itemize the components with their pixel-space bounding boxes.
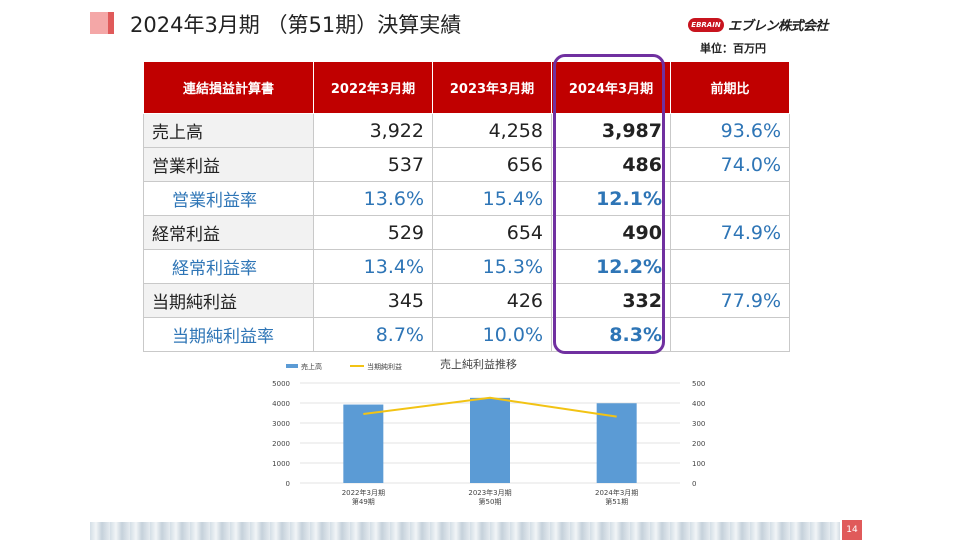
sales-profit-chart: 0 1000 2000 3000 4000 5000 0 100 200 300 400 500 売上純… [272, 357, 705, 506]
y-left-tick-label: 1000 [272, 460, 290, 468]
table-row: 当期純利益 345 426 332 77.9% [143, 283, 790, 318]
table-header-row: 連結損益計算書 2022年3月期 2023年3月期 2024年3月期 前期比 [143, 61, 790, 114]
col-header: 前期比 [670, 61, 790, 114]
y-left-tick-label: 2000 [272, 440, 290, 448]
logo-badge: EBRAIN [688, 17, 724, 32]
company-logo: EBRAIN エブレン株式会社 [688, 15, 829, 34]
y-right-tick-label: 500 [692, 380, 705, 388]
row-label: 経常利益 [143, 215, 314, 250]
y-right-tick-label: 300 [692, 420, 705, 428]
cell-yoy [670, 181, 790, 216]
cell-2023: 656 [432, 147, 552, 182]
cell-2022: 13.6% [313, 181, 433, 216]
col-header: 2022年3月期 [313, 61, 433, 114]
cell-2024: 332 [551, 283, 671, 318]
cell-yoy [670, 317, 790, 352]
col-header: 2024年3月期 [551, 61, 671, 114]
cell-2023: 654 [432, 215, 552, 250]
y-left-tick-label: 4000 [272, 400, 290, 408]
cell-2022: 13.4% [313, 249, 433, 284]
table-row: 経常利益率 13.4% 15.3% 12.2% [143, 249, 790, 284]
y-left-tick-label: 5000 [272, 380, 290, 388]
row-label: 経常利益率 [143, 249, 314, 284]
cell-yoy: 77.9% [670, 283, 790, 318]
legend-label: 当期純利益 [367, 362, 402, 371]
cell-2022: 345 [313, 283, 433, 318]
income-statement-table: 連結損益計算書 2022年3月期 2023年3月期 2024年3月期 前期比 売… [143, 61, 790, 352]
chart-title: 売上純利益推移 [440, 357, 517, 371]
cell-2024: 490 [551, 215, 671, 250]
row-label: 営業利益率 [143, 181, 314, 216]
row-label: 営業利益 [143, 147, 314, 182]
row-label: 当期純利益 [143, 283, 314, 318]
cell-2024: 3,987 [551, 113, 671, 148]
cell-yoy [670, 249, 790, 284]
x-tick-sublabel: 第51期 [605, 497, 628, 506]
row-label: 当期純利益率 [143, 317, 314, 352]
page-number: 14 [842, 520, 862, 540]
cell-2022: 3,922 [313, 113, 433, 148]
cell-yoy: 74.0% [670, 147, 790, 182]
y-right-tick-label: 200 [692, 440, 705, 448]
cell-2024: 12.1% [551, 181, 671, 216]
legend-swatch-bar [286, 364, 298, 368]
col-header: 連結損益計算書 [143, 61, 314, 114]
cell-yoy: 93.6% [670, 113, 790, 148]
logo-name: エブレン株式会社 [728, 19, 829, 34]
unit-label: 単位：百万円 [700, 42, 766, 55]
cell-2022: 537 [313, 147, 433, 182]
cell-2024: 8.3% [551, 317, 671, 352]
x-tick-label: 2022年3月期 [342, 488, 385, 497]
page-title: 2024年3月期 （第51期）決算実績 [130, 13, 462, 37]
footer-decoration [90, 522, 840, 540]
col-header: 2023年3月期 [432, 61, 552, 114]
cell-2024: 12.2% [551, 249, 671, 284]
bar-sales [343, 404, 384, 483]
y-right-tick-label: 0 [692, 480, 696, 488]
title-marker [90, 12, 116, 34]
cell-2022: 8.7% [313, 317, 433, 352]
y-right-tick-label: 400 [692, 400, 705, 408]
legend-label: 売上高 [301, 362, 322, 371]
cell-2023: 15.3% [432, 249, 552, 284]
y-right-tick-label: 100 [692, 460, 705, 468]
cell-2023: 10.0% [432, 317, 552, 352]
bar-sales [470, 397, 510, 483]
cell-2023: 426 [432, 283, 552, 318]
x-tick-sublabel: 第50期 [479, 497, 502, 506]
x-tick-sublabel: 第49期 [352, 497, 375, 506]
y-left-tick-label: 0 [286, 480, 290, 488]
row-label: 売上高 [143, 113, 314, 148]
cell-2023: 15.4% [432, 181, 552, 216]
table-row: 営業利益 537 656 486 74.0% [143, 147, 790, 182]
cell-2022: 529 [313, 215, 433, 250]
table-row: 経常利益 529 654 490 74.9% [143, 215, 790, 250]
cell-2024: 486 [551, 147, 671, 182]
table-row: 当期純利益率 8.7% 10.0% 8.3% [143, 317, 790, 352]
y-left-tick-label: 3000 [272, 420, 290, 428]
line-net-income [363, 396, 617, 418]
cell-2023: 4,258 [432, 113, 552, 148]
table-row: 営業利益率 13.6% 15.4% 12.1% [143, 181, 790, 216]
cell-yoy: 74.9% [670, 215, 790, 250]
x-tick-label: 2023年3月期 [468, 488, 511, 497]
x-tick-label: 2024年3月期 [595, 488, 638, 497]
table-row: 売上高 3,922 4,258 3,987 93.6% [143, 113, 790, 148]
